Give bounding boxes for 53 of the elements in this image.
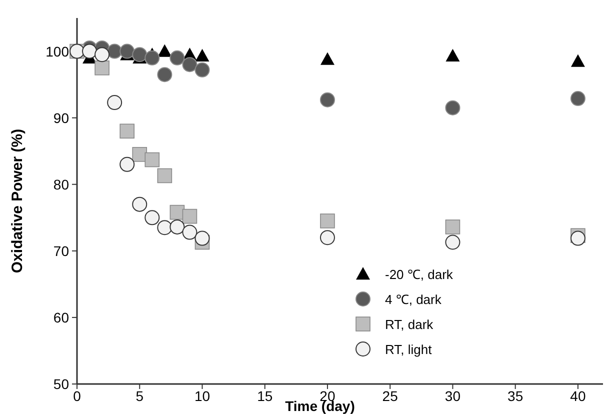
point bbox=[320, 92, 335, 108]
x-tick-label: 25 bbox=[382, 388, 398, 404]
point bbox=[82, 44, 98, 59]
point bbox=[445, 100, 460, 116]
y-tick-label: 60 bbox=[53, 309, 70, 326]
point bbox=[194, 62, 210, 78]
x-tick-label: 0 bbox=[73, 388, 82, 404]
point bbox=[182, 208, 198, 224]
point bbox=[170, 219, 185, 234]
point bbox=[94, 60, 110, 76]
point bbox=[157, 168, 172, 184]
point bbox=[120, 44, 135, 59]
point bbox=[132, 47, 148, 62]
point bbox=[107, 95, 122, 110]
x-tick-label: 35 bbox=[508, 388, 524, 404]
point bbox=[144, 50, 160, 66]
point bbox=[170, 50, 185, 66]
point bbox=[120, 124, 134, 139]
legend-label: -20 ℃, dark bbox=[385, 267, 454, 282]
y-axis-title: Oxidative Power (%) bbox=[9, 128, 26, 274]
point bbox=[157, 67, 172, 82]
point bbox=[94, 47, 110, 62]
point bbox=[445, 220, 460, 234]
y-tick-label: 80 bbox=[53, 176, 70, 192]
point bbox=[120, 156, 135, 172]
y-tick-label: 100 bbox=[46, 43, 70, 60]
point bbox=[182, 224, 198, 240]
legend-label: RT, light bbox=[385, 342, 432, 357]
point bbox=[570, 54, 585, 67]
point bbox=[195, 48, 210, 62]
x-tick-label: 30 bbox=[444, 388, 461, 404]
legend-label: RT, dark bbox=[385, 317, 434, 332]
x-tick-label: 15 bbox=[257, 388, 273, 404]
point bbox=[158, 44, 172, 57]
point bbox=[144, 152, 160, 168]
y-tick-label: 50 bbox=[53, 376, 70, 392]
x-tick-label: 10 bbox=[194, 388, 210, 404]
point bbox=[570, 91, 586, 106]
legend-label: 4 ℃, dark bbox=[385, 292, 442, 307]
y-tick-label: 90 bbox=[53, 110, 70, 126]
point bbox=[320, 52, 334, 65]
point bbox=[144, 210, 160, 226]
point bbox=[320, 214, 335, 228]
point bbox=[157, 220, 172, 236]
y-tick-label: 70 bbox=[53, 242, 70, 259]
point bbox=[445, 234, 460, 250]
point bbox=[182, 57, 198, 72]
point bbox=[194, 230, 210, 246]
point bbox=[320, 230, 335, 246]
x-tick-label: 40 bbox=[570, 388, 586, 404]
x-tick-label: 5 bbox=[136, 388, 144, 404]
point bbox=[132, 196, 148, 212]
point bbox=[446, 48, 460, 62]
